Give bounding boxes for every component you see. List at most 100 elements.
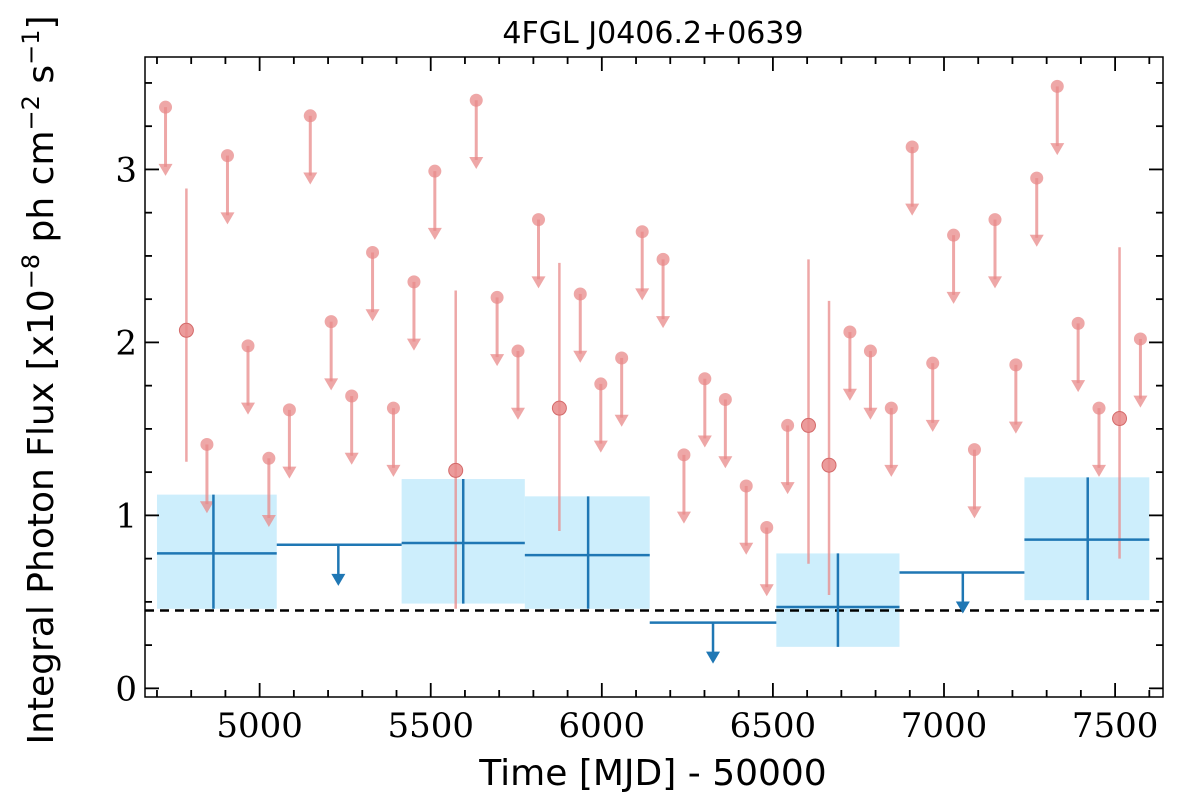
monthly-limit-arrowhead: [469, 156, 484, 169]
monthly-limit-arrowhead: [593, 440, 608, 453]
x-tick-label: 7500: [1072, 706, 1159, 746]
x-tick-label: 6000: [559, 706, 646, 746]
monthly-limit-marker: [1050, 79, 1064, 93]
yearly-error-band: [156, 494, 277, 609]
yearly-limit-arrowhead: [706, 651, 721, 664]
monthly-limit-marker: [926, 356, 940, 370]
monthly-limit-marker: [1092, 401, 1106, 415]
monthly-limit-arrowhead: [199, 501, 214, 514]
monthly-limit-marker: [324, 315, 338, 329]
monthly-limit-arrowhead: [1071, 380, 1086, 393]
monthly-limit-arrowhead: [324, 378, 339, 391]
x-axis-label: Time [MJD] - 50000: [478, 753, 826, 794]
monthly-limit-arrowhead: [635, 288, 650, 301]
monthly-limit-arrowhead: [946, 291, 961, 304]
monthly-limit-arrowhead: [531, 276, 546, 289]
monthly-limit-arrowhead: [905, 203, 920, 216]
monthly-limit-marker: [345, 389, 359, 403]
monthly-limit-arrowhead: [718, 456, 733, 469]
monthly-limit-marker: [1071, 316, 1085, 330]
yearly-limit-arrowhead: [331, 573, 346, 586]
monthly-limit-marker: [884, 401, 898, 415]
monthly-limit-marker: [967, 443, 981, 457]
monthly-limit-marker: [220, 149, 234, 163]
monthly-limit-marker: [159, 100, 173, 114]
monthly-limit-marker: [905, 140, 919, 154]
monthly-detection-marker: [551, 400, 567, 416]
monthly-limit-arrowhead: [925, 419, 940, 432]
monthly-limit-marker: [594, 377, 608, 391]
monthly-limit-marker: [718, 392, 732, 406]
monthly-limit-marker: [781, 418, 795, 432]
monthly-limit-marker: [366, 245, 380, 259]
plot-frame: [144, 56, 1164, 698]
monthly-limit-marker: [698, 372, 712, 386]
monthly-limit-marker: [386, 401, 400, 415]
monthly-limit-arrowhead: [614, 414, 629, 427]
monthly-limit-arrowhead: [697, 435, 712, 448]
monthly-limit-marker: [428, 164, 442, 178]
monthly-limit-marker: [407, 275, 421, 289]
monthly-points-layer: [158, 79, 1148, 609]
monthly-limit-arrowhead: [406, 338, 421, 351]
monthly-limit-marker: [1030, 171, 1044, 185]
monthly-detection-marker: [448, 462, 464, 478]
monthly-limit-arrowhead: [1008, 421, 1023, 434]
monthly-limit-arrowhead: [842, 388, 857, 401]
yearly-limit-arrowhead: [955, 601, 970, 614]
monthly-limit-arrowhead: [1092, 464, 1107, 477]
monthly-limit-marker: [262, 451, 276, 465]
monthly-limit-marker: [677, 448, 691, 462]
y-tick-label: 1: [115, 496, 137, 536]
monthly-limit-arrowhead: [1029, 234, 1044, 247]
x-tick-label: 5000: [216, 706, 303, 746]
monthly-detection-marker: [800, 417, 816, 433]
monthly-limit-arrowhead: [1133, 395, 1148, 408]
y-axis-label: Integral Photon Flux [x10−8 ph cm−2 s−1]: [17, 15, 62, 744]
monthly-limit-marker: [241, 339, 255, 353]
monthly-limit-marker: [843, 325, 857, 339]
monthly-limit-arrowhead: [344, 452, 359, 465]
chart-title: 4FGL J0406.2+0639: [502, 16, 803, 51]
monthly-limit-arrowhead: [427, 227, 442, 240]
monthly-limit-arrowhead: [510, 407, 525, 420]
monthly-limit-marker: [490, 290, 504, 304]
monthly-detection-marker: [821, 457, 837, 473]
monthly-limit-marker: [200, 437, 214, 451]
monthly-limit-arrowhead: [261, 515, 276, 528]
y-tick-label: 3: [115, 150, 137, 190]
monthly-limit-arrowhead: [676, 511, 691, 524]
monthly-limit-marker: [739, 479, 753, 493]
x-tick-label: 7000: [901, 706, 988, 746]
x-tick-label: 6500: [730, 706, 817, 746]
monthly-limit-arrowhead: [759, 584, 774, 597]
monthly-limit-arrowhead: [386, 464, 401, 477]
y-tick-label: 0: [115, 669, 137, 709]
monthly-limit-arrowhead: [863, 407, 878, 420]
monthly-limit-arrowhead: [490, 354, 505, 367]
monthly-limit-marker: [988, 213, 1002, 227]
yearly-points-layer: [156, 477, 1150, 664]
monthly-limit-arrowhead: [220, 212, 235, 225]
monthly-limit-arrowhead: [1050, 143, 1065, 156]
monthly-detection-marker: [178, 322, 194, 338]
monthly-limit-arrowhead: [303, 172, 318, 185]
monthly-limit-arrowhead: [987, 276, 1002, 289]
monthly-limit-marker: [760, 520, 774, 534]
monthly-limit-arrowhead: [967, 506, 982, 519]
monthly-limit-marker: [615, 351, 629, 365]
monthly-limit-marker: [511, 344, 525, 358]
monthly-limit-arrowhead: [282, 466, 297, 479]
monthly-limit-marker: [635, 225, 649, 239]
monthly-limit-arrowhead: [240, 402, 255, 415]
monthly-limit-marker: [469, 93, 483, 107]
monthly-limit-arrowhead: [884, 464, 899, 477]
monthly-limit-arrowhead: [365, 309, 380, 322]
monthly-limit-marker: [656, 252, 670, 266]
monthly-limit-marker: [303, 109, 317, 123]
monthly-limit-arrowhead: [158, 163, 173, 176]
monthly-detection-marker: [1112, 411, 1128, 427]
monthly-limit-marker: [532, 213, 546, 227]
axes-layer: 5000 5500 6000 6500 7000 7500 0 1 2 3: [115, 56, 1164, 746]
